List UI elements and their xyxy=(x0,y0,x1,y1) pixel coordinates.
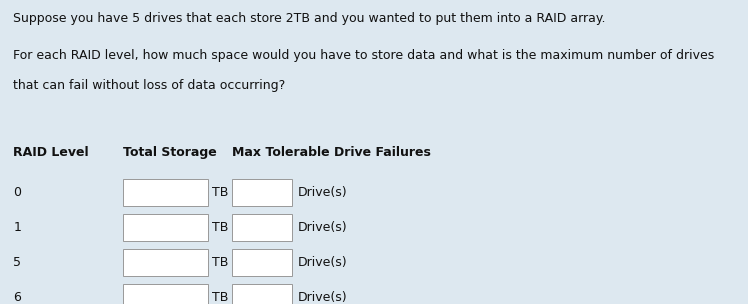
Text: 6: 6 xyxy=(13,291,22,304)
Text: Drive(s): Drive(s) xyxy=(298,256,347,269)
Text: 0: 0 xyxy=(13,186,22,199)
Bar xyxy=(123,214,208,241)
Text: TB: TB xyxy=(212,221,229,234)
Bar xyxy=(123,179,208,206)
Bar xyxy=(232,284,292,304)
Bar xyxy=(123,284,208,304)
Text: TB: TB xyxy=(212,186,229,199)
Bar xyxy=(232,214,292,241)
Text: Max Tolerable Drive Failures: Max Tolerable Drive Failures xyxy=(232,146,431,159)
Text: Total Storage: Total Storage xyxy=(123,146,217,159)
Text: TB: TB xyxy=(212,291,229,304)
Text: Suppose you have 5 drives that each store 2TB and you wanted to put them into a : Suppose you have 5 drives that each stor… xyxy=(13,12,606,25)
Text: For each RAID level, how much space would you have to store data and what is the: For each RAID level, how much space woul… xyxy=(13,49,714,62)
Text: 5: 5 xyxy=(13,256,22,269)
Text: 1: 1 xyxy=(13,221,22,234)
Text: that can fail without loss of data occurring?: that can fail without loss of data occur… xyxy=(13,79,286,92)
Bar xyxy=(232,179,292,206)
Bar xyxy=(123,249,208,276)
Text: TB: TB xyxy=(212,256,229,269)
Text: Drive(s): Drive(s) xyxy=(298,221,347,234)
Text: RAID Level: RAID Level xyxy=(13,146,89,159)
Bar xyxy=(232,249,292,276)
Text: Drive(s): Drive(s) xyxy=(298,186,347,199)
Text: Drive(s): Drive(s) xyxy=(298,291,347,304)
